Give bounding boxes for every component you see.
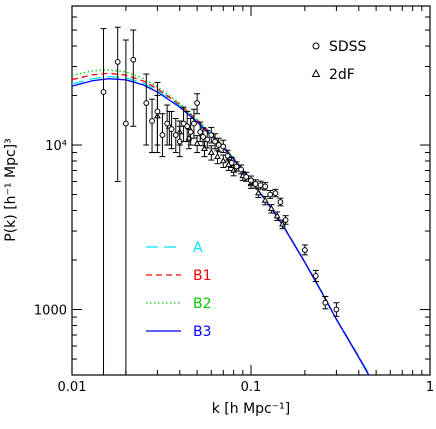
- sdss-point: [262, 183, 269, 190]
- sdss-point: [191, 120, 197, 127]
- sdss-point: [272, 190, 279, 197]
- y-tick-label: 10⁴: [45, 139, 67, 154]
- sdss-point: [257, 182, 264, 189]
- legend-label-b3: B3: [193, 324, 212, 340]
- sdss-point: [143, 100, 150, 106]
- sdss-point: [220, 143, 227, 150]
- sdss-point: [168, 126, 175, 132]
- sdss-point: [194, 100, 201, 106]
- twodf-point: [273, 212, 281, 219]
- y-tick-label: 1000: [34, 304, 67, 319]
- sdss-point: [233, 163, 240, 170]
- sdss-point: [277, 199, 284, 205]
- twodf-point: [207, 148, 215, 155]
- sdss-point: [322, 299, 329, 306]
- legend-label-a: A: [193, 240, 203, 256]
- twodf-point: [219, 157, 227, 164]
- sdss-point: [149, 118, 155, 124]
- sdss-point: [333, 306, 340, 313]
- legend-marker-2df: [311, 68, 321, 77]
- legend-label-b1: B1: [193, 268, 212, 284]
- twodf-point: [254, 189, 262, 196]
- sdss-point: [122, 120, 129, 127]
- twodf-point: [214, 152, 221, 159]
- legends: SDSS 2dF A B1 B2 B3: [146, 39, 367, 340]
- sdss-point: [159, 132, 166, 138]
- sdss-point: [215, 142, 222, 148]
- x-tick-label: 1: [426, 380, 434, 395]
- sdss-point: [248, 177, 254, 184]
- twodf-point: [267, 204, 275, 212]
- axis-ticks: 0.01 0.1 1 1000 10⁴: [34, 5, 434, 395]
- legend-marker-sdss: [312, 42, 320, 50]
- sdss-point: [238, 166, 244, 173]
- sdss-point: [200, 134, 206, 140]
- sdss-point: [301, 247, 308, 253]
- sdss-point: [184, 123, 191, 130]
- x-tick-label: 0.1: [241, 380, 262, 395]
- twodf-point: [261, 196, 269, 203]
- sdss-point: [267, 191, 274, 198]
- sdss-point: [100, 89, 107, 95]
- sdss-point: [114, 59, 121, 65]
- sdss-point: [187, 129, 194, 135]
- sdss-point: [252, 181, 259, 187]
- sdss-point: [212, 138, 218, 145]
- twodf-point: [193, 139, 201, 146]
- sdss-point: [130, 56, 137, 63]
- twodf-point: [279, 220, 286, 227]
- sdss-point: [172, 132, 179, 138]
- sdss-point: [164, 120, 171, 127]
- sdss-point: [282, 217, 289, 223]
- data-points: [100, 26, 340, 375]
- legend-label-b2: B2: [193, 296, 212, 312]
- legend-label-sdss: SDSS: [329, 39, 367, 55]
- legend-label-2df: 2dF: [329, 67, 355, 83]
- y-axis-label: P(k) [h⁻¹ Mpc]³: [3, 138, 19, 241]
- sdss-point: [228, 159, 235, 166]
- x-tick-label: 0.01: [58, 380, 87, 395]
- axis-labels: k [h Mpc⁻¹] P(k) [h⁻¹ Mpc]³: [3, 138, 290, 417]
- sdss-point: [204, 136, 211, 143]
- sdss-point: [197, 129, 204, 135]
- sdss-point: [312, 273, 319, 279]
- x-axis-label: k [h Mpc⁻¹]: [212, 401, 290, 417]
- sdss-point: [154, 108, 161, 115]
- sdss-point: [243, 174, 250, 180]
